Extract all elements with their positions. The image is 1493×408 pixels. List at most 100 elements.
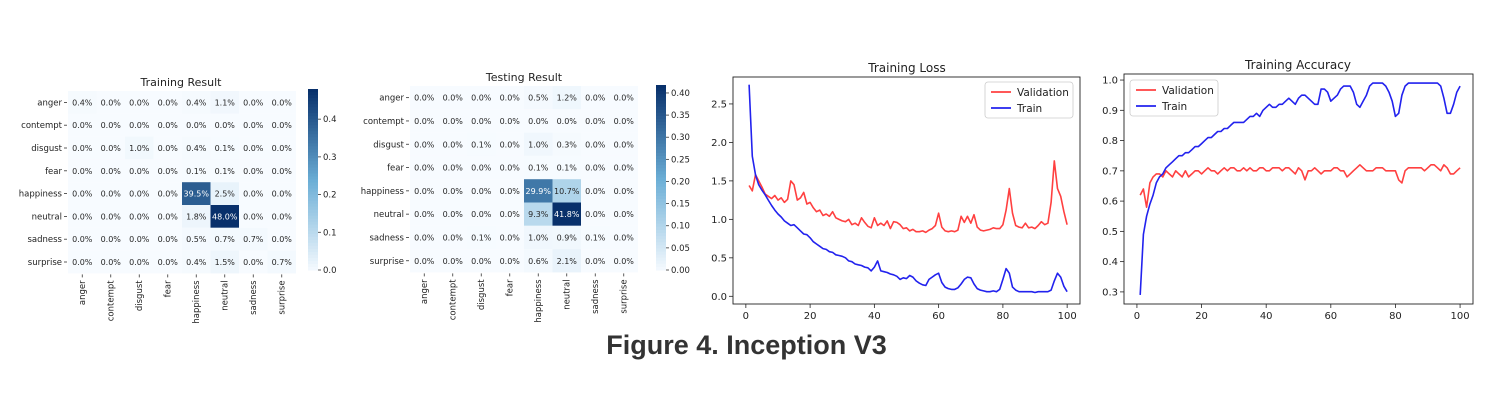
accuracy-series-train-line — [1139, 82, 1461, 295]
testing-cell-neutral-contempt — [438, 202, 467, 226]
training-cell-label: 0.0% — [272, 190, 293, 199]
training-colorbar-segment — [308, 260, 318, 265]
testing-cell-surprise-surprise — [609, 249, 638, 273]
training-cell-fear-disgust — [125, 159, 154, 183]
training-cell-disgust-sadness — [239, 136, 268, 160]
testing-cell-contempt-anger — [410, 109, 439, 133]
testing-colorbar-segment — [656, 97, 666, 102]
training-cell-label: 0.0% — [186, 121, 207, 130]
testing-colorbar-segment — [656, 220, 666, 225]
training-cell-sadness-neutral — [210, 227, 239, 251]
testing-cell-label: 0.5% — [528, 94, 549, 103]
training-cell-anger-happiness — [182, 91, 211, 114]
testing-colorbar-segment — [656, 180, 666, 185]
testing-colorbar-segment — [656, 254, 666, 259]
training-cell-disgust-contempt — [96, 136, 125, 160]
testing-cell-label: 0.0% — [471, 257, 492, 266]
training-loss-chart: Training Loss 0 20 40 60 80 100 0.0 0.5 1.0 1.5 2.… — [711, 61, 1081, 322]
training-row-label: sadness — [27, 235, 62, 245]
testing-cell-happiness-fear — [495, 179, 524, 203]
training-result-title: Training Result — [140, 76, 223, 89]
testing-cell-anger-surprise — [609, 86, 638, 110]
testing-cell-sadness-contempt — [438, 225, 467, 250]
training-cell-anger-sadness — [239, 91, 268, 114]
testing-cell-label: 0.3% — [557, 140, 578, 149]
training-cell-label: 0.0% — [158, 212, 179, 221]
testing-row-label: fear — [387, 164, 404, 174]
testing-colorbar-segment — [656, 226, 666, 231]
loss-x-tick-label: 60 — [932, 311, 945, 322]
training-cell-label: 0.0% — [101, 190, 122, 199]
training-cell-fear-happiness — [182, 159, 211, 183]
testing-cell-happiness-happiness — [524, 179, 553, 203]
training-cell-label: 0.0% — [158, 98, 179, 107]
training-colorbar-segment — [308, 140, 318, 144]
testing-colorbar-segment — [656, 233, 666, 237]
testing-colorbar-tick-label: 0.30 — [671, 133, 690, 143]
training-colorbar-segment — [308, 107, 318, 111]
training-cell-label: 0.0% — [101, 212, 122, 221]
training-cell-fear-anger — [68, 159, 97, 183]
training-cell-label: 0.1% — [215, 144, 236, 153]
testing-cell-contempt-fear — [495, 109, 524, 133]
testing-colorbar-segment — [656, 208, 666, 213]
testing-cell-label: 0.0% — [614, 233, 635, 242]
training-cell-contempt-disgust — [125, 113, 154, 137]
training-colorbar-segment — [308, 128, 318, 132]
testing-colorbar-tick-label: 0.05 — [671, 244, 690, 254]
training-cell-disgust-neutral — [210, 136, 239, 160]
training-cell-fear-contempt — [96, 159, 125, 183]
testing-cell-anger-anger — [410, 86, 439, 110]
training-cell-happiness-sadness — [239, 182, 268, 205]
testing-col-label: anger — [420, 279, 430, 304]
testing-colorbar-segment — [656, 146, 666, 151]
testing-colorbar-segment — [656, 211, 666, 216]
training-cell-contempt-anger — [68, 113, 97, 137]
testing-cell-contempt-surprise — [609, 109, 638, 133]
testing-colorbar-segment — [656, 199, 666, 203]
testing-colorbar-segment — [656, 263, 666, 268]
testing-colorbar-segment — [656, 140, 666, 145]
testing-colorbar-segment — [656, 251, 666, 256]
testing-cell-fear-sadness — [581, 155, 610, 180]
testing-colorbar-segment — [656, 266, 666, 271]
accuracy-x-tick-label: 0 — [1134, 311, 1140, 322]
testing-colorbar-segment — [656, 85, 666, 89]
testing-cell-label: 0.1% — [528, 164, 549, 173]
testing-cell-label: 0.1% — [585, 233, 606, 242]
testing-cell-happiness-disgust — [467, 179, 496, 203]
testing-cell-contempt-happiness — [524, 109, 553, 133]
testing-cell-label: 0.0% — [500, 94, 521, 103]
testing-cell-label: 2.1% — [557, 257, 578, 266]
testing-colorbar-segment — [656, 192, 666, 197]
testing-cell-sadness-fear — [495, 225, 524, 250]
training-col-label: contempt — [107, 280, 117, 321]
loss-y-tick-label: 0.0 — [711, 292, 727, 303]
testing-cell-surprise-contempt — [438, 249, 467, 273]
training-cell-label: 0.0% — [243, 190, 264, 199]
testing-cell-sadness-surprise — [609, 225, 638, 250]
training-col-label: anger — [78, 280, 88, 305]
testing-cell-label: 0.0% — [443, 210, 464, 219]
training-cell-label: 0.0% — [158, 167, 179, 176]
training-cell-label: 0.0% — [72, 144, 93, 153]
training-colorbar-segment — [308, 170, 318, 175]
training-row-label: happiness — [19, 190, 63, 200]
testing-cell-anger-sadness — [581, 86, 610, 110]
accuracy-legend-box — [1129, 79, 1219, 117]
accuracy-y-tick-label: 0.4 — [1102, 257, 1118, 268]
training-cell-disgust-fear — [153, 136, 182, 160]
testing-cell-label: 0.0% — [443, 233, 464, 242]
training-cell-label: 0.0% — [129, 212, 150, 221]
testing-cell-label: 0.0% — [414, 257, 435, 266]
testing-colorbar-segment — [656, 248, 666, 253]
training-colorbar-segment — [308, 164, 318, 169]
training-colorbar-segment — [308, 197, 318, 202]
testing-cell-label: 0.0% — [557, 117, 578, 126]
testing-cell-contempt-contempt — [438, 109, 467, 133]
training-cell-label: 0.0% — [243, 212, 264, 221]
testing-colorbar-segment — [656, 115, 666, 120]
training-colorbar-segment — [308, 143, 318, 147]
testing-colorbar-tick-label: 0.25 — [671, 155, 690, 165]
